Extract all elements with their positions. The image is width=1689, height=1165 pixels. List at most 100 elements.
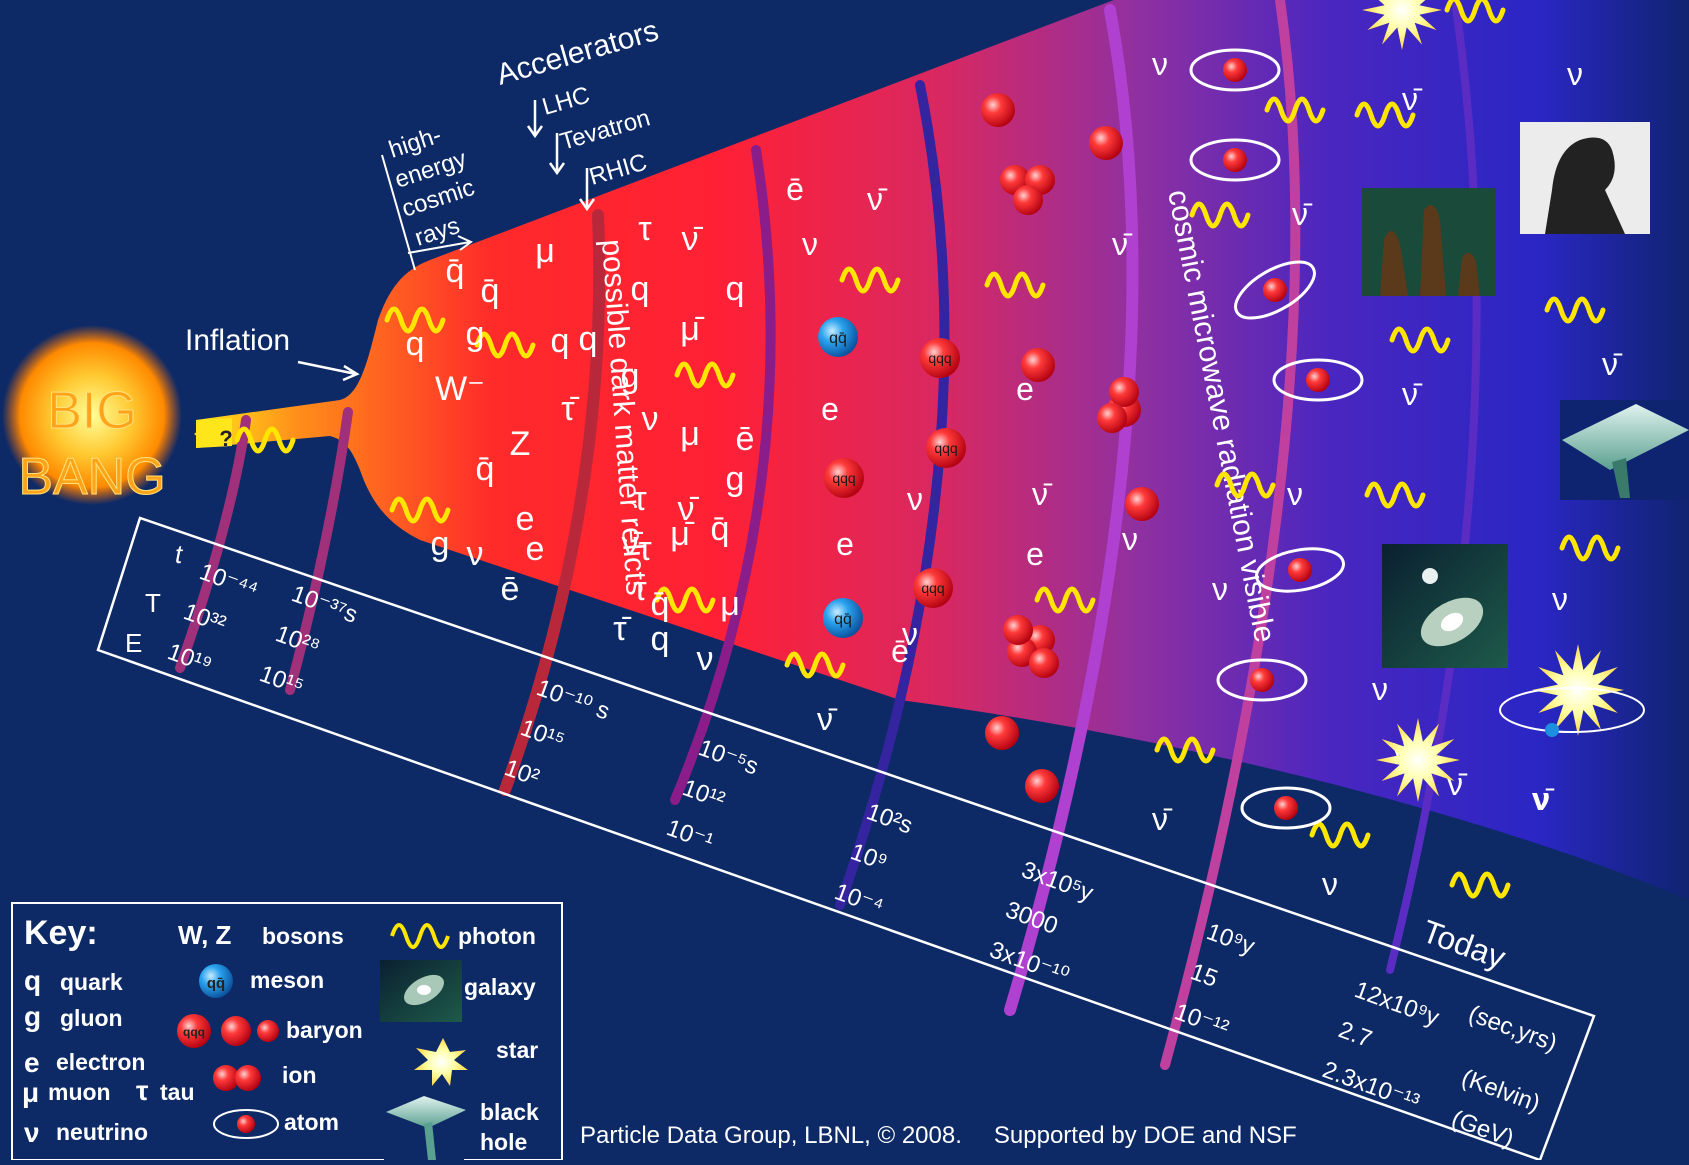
axis-tick-label: 10²s	[863, 798, 916, 839]
key-black-hole-icon	[384, 1096, 466, 1160]
photon-wave	[1309, 821, 1371, 849]
particle-symbol: ν	[1287, 476, 1303, 512]
particle-symbol: ν	[802, 226, 818, 262]
particle-symbol: ν	[1372, 671, 1388, 707]
particle-symbol: ν	[1567, 56, 1583, 92]
key-muon-label: muon	[48, 1079, 111, 1105]
proton	[1021, 348, 1055, 382]
particle-symbol: q	[406, 325, 425, 363]
big-bang: BIG BANG ?	[2, 325, 233, 507]
particle-symbol: ν	[1322, 866, 1338, 902]
key-galaxy-label: galaxy	[464, 974, 536, 1000]
nucleus-ball	[1029, 648, 1059, 678]
meson	[818, 317, 858, 357]
atom	[1234, 260, 1316, 320]
key-ion-icon-a	[213, 1065, 239, 1091]
key-baryon-label: baryon	[286, 1017, 363, 1043]
meson	[823, 598, 863, 638]
key-atom-icon	[213, 1109, 279, 1139]
particle-symbol: ν̄	[1447, 766, 1468, 802]
baryon	[824, 458, 864, 498]
big-bang-line1: BIG	[47, 382, 137, 440]
particle-symbol: ē	[501, 570, 520, 608]
atom	[1240, 786, 1332, 830]
key-photon-icon	[390, 923, 450, 949]
baryon	[920, 338, 960, 378]
photon-wave	[384, 306, 446, 334]
photon-wave	[839, 266, 901, 294]
axis-tick-label: 10²⁸	[272, 620, 323, 661]
star	[1532, 644, 1624, 736]
axis-tick-label: 2.7	[1335, 1016, 1376, 1053]
nucleus-ball	[1003, 615, 1033, 645]
key-title: Key:	[24, 914, 98, 952]
particle-symbol: q̄	[711, 510, 730, 548]
particle-symbol: τ	[638, 530, 652, 568]
key-black-hole-label-1: black	[480, 1099, 539, 1125]
key-nucleon-small-icon	[257, 1020, 279, 1042]
particle-symbol: q	[726, 270, 745, 308]
key-photon-label: photon	[458, 923, 536, 949]
inflation-label: Inflation	[185, 324, 290, 357]
proton	[981, 93, 1015, 127]
particle-symbol: g	[726, 460, 745, 498]
baryon-label: qqq	[832, 470, 855, 486]
key-atom-label: atom	[284, 1109, 339, 1135]
baryon-label: qqq	[921, 580, 944, 596]
atom	[1189, 48, 1281, 92]
key-ion-label: ion	[282, 1062, 317, 1088]
row-label-t: t	[175, 539, 184, 569]
key-meson-label: meson	[250, 967, 324, 993]
baryon	[913, 568, 953, 608]
key-gluon-symbol: g	[24, 1001, 41, 1032]
nebula-image	[1362, 188, 1495, 296]
meson-label: qq̄	[829, 330, 847, 347]
particle-symbol: ν̄	[817, 701, 838, 737]
axis-tick-label: 10⁻¹⁰ s	[533, 674, 613, 725]
key-bosons-symbol: W, Z	[178, 920, 232, 950]
baryon	[926, 428, 966, 468]
key-baryon-icon	[177, 1014, 211, 1048]
key-meson-icon	[199, 964, 233, 998]
row-label-E: E	[125, 628, 142, 658]
photon-wave	[1034, 586, 1096, 614]
particle-symbol: ν̄	[1032, 476, 1053, 512]
credit-pdg: Particle Data Group, LBNL, © 2008.	[580, 1122, 962, 1149]
accelerators-label: Accelerators	[493, 14, 662, 92]
composite-particles: qq̄ qq̄ qqq qqq qqq qqq	[818, 93, 1159, 803]
photon-wave	[1544, 296, 1606, 324]
proton	[1125, 487, 1159, 521]
axis-tick-label: 10⁻¹²	[1171, 998, 1232, 1042]
key-black-hole-label-2: hole	[480, 1129, 527, 1155]
planet-orbit	[1499, 687, 1645, 733]
accelerator-arrows	[526, 100, 596, 212]
unit-t: (sec,yrs)	[1465, 1000, 1561, 1057]
key-star-icon	[414, 1038, 468, 1086]
particle-symbol: q	[651, 620, 670, 658]
photon-wave	[1559, 534, 1621, 562]
axis-tick-label: 10⁹y	[1203, 918, 1258, 960]
particle-symbol: ē	[891, 633, 909, 669]
photon-wave	[784, 651, 846, 679]
particle-symbol: τ	[638, 210, 652, 248]
particle-symbol: q	[631, 270, 650, 308]
key-electron-label: electron	[56, 1049, 145, 1075]
row-label-T: T	[145, 588, 161, 618]
particle-symbol: ν̄	[1402, 376, 1423, 412]
key-quark-label: quark	[60, 969, 123, 995]
particle-symbol: τ̄	[613, 610, 631, 648]
particle-symbol: ν	[1152, 46, 1168, 82]
big-bang-glow	[2, 325, 182, 505]
particle-symbol: W⁻	[435, 370, 485, 408]
particle-symbol: ν	[697, 640, 714, 678]
galaxy-image	[1382, 544, 1508, 668]
credit-line: Particle Data Group, LBNL, © 2008. Suppor…	[580, 1122, 1297, 1150]
stars	[1362, 0, 1645, 802]
cosmic-images	[1362, 122, 1689, 668]
particle-symbol: ν̄	[1152, 801, 1173, 837]
particle-symbol: e	[516, 500, 535, 538]
particle-symbol: ν̄	[622, 525, 644, 563]
atom	[1272, 358, 1364, 402]
credit-support: Supported by DOE and NSF	[993, 1122, 1297, 1149]
key-gluon-label: gluon	[60, 1005, 123, 1031]
